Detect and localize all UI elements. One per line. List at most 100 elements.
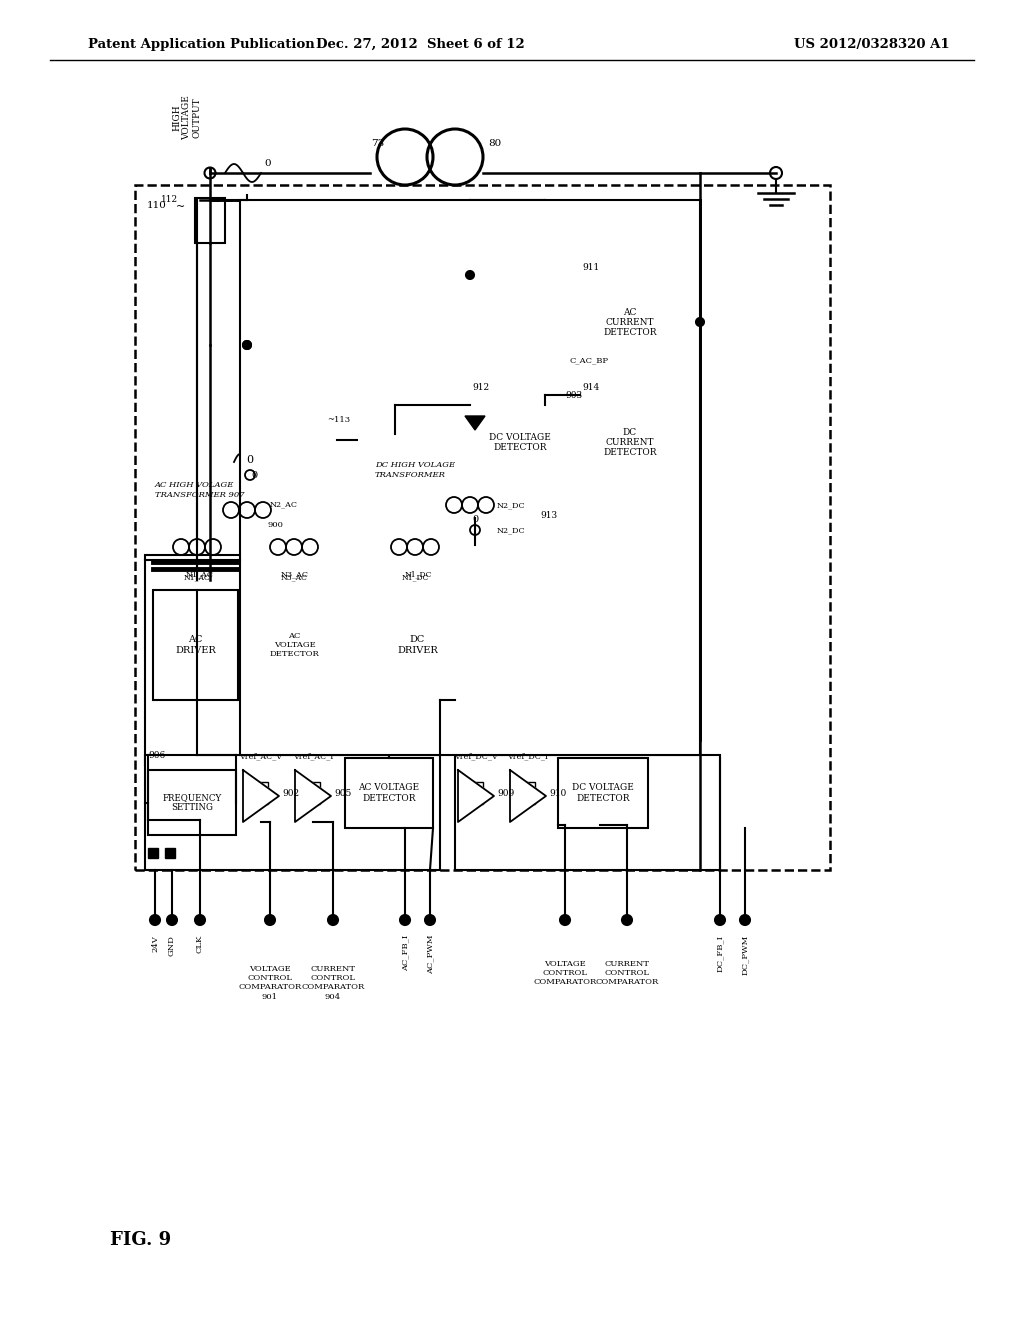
Text: FREQUENCY
SETTING: FREQUENCY SETTING: [163, 793, 221, 812]
Circle shape: [715, 915, 725, 925]
Bar: [357, 422, 395, 447]
Bar: [580, 395, 680, 490]
Bar: [558, 758, 648, 828]
Bar: [302, 781, 319, 804]
Text: 0: 0: [472, 516, 478, 524]
Circle shape: [150, 915, 160, 925]
Text: N1_AC: N1_AC: [183, 573, 210, 581]
Text: N1_DC: N1_DC: [401, 573, 429, 581]
Bar: [455, 755, 720, 870]
Text: 902: 902: [282, 788, 299, 797]
Text: ~: ~: [176, 202, 185, 213]
Text: 913: 913: [540, 511, 557, 520]
Text: AC
CURRENT
DETECTOR: AC CURRENT DETECTOR: [603, 308, 656, 338]
Bar: [465, 781, 483, 804]
Text: DC_PWM: DC_PWM: [741, 935, 749, 975]
Text: ~113: ~113: [327, 416, 350, 424]
Text: 909: 909: [497, 788, 514, 797]
Circle shape: [622, 915, 632, 925]
Text: AC VOLTAGE
DETECTOR: AC VOLTAGE DETECTOR: [358, 783, 420, 803]
Text: 24V: 24V: [151, 935, 159, 952]
Text: 0: 0: [247, 455, 254, 465]
Text: FIG. 9: FIG. 9: [110, 1232, 171, 1249]
Circle shape: [243, 341, 251, 348]
Bar: [517, 781, 535, 804]
Text: 110: 110: [147, 201, 167, 210]
Text: CURRENT
CONTROL
COMPARATOR: CURRENT CONTROL COMPARATOR: [595, 960, 658, 986]
Text: C_AC_BP: C_AC_BP: [570, 356, 609, 364]
Text: 912: 912: [472, 383, 489, 392]
Text: AC
VOLTAGE
DETECTOR: AC VOLTAGE DETECTOR: [269, 632, 319, 659]
Text: Vref_AC_V: Vref_AC_V: [240, 752, 283, 760]
Bar: [250, 781, 268, 804]
Polygon shape: [458, 770, 494, 822]
Text: 0: 0: [264, 158, 271, 168]
Text: N2_AC: N2_AC: [270, 500, 298, 508]
Text: AC HIGH VOLAGE
TRANSFORMER 907: AC HIGH VOLAGE TRANSFORMER 907: [155, 482, 245, 499]
Text: Vref_AC_I: Vref_AC_I: [293, 752, 333, 760]
Text: Vref_DC_V: Vref_DC_V: [455, 752, 498, 760]
Text: CURRENT
CONTROL
COMPARATOR
904: CURRENT CONTROL COMPARATOR 904: [301, 965, 365, 1001]
Text: DC VOLTAGE
DETECTOR: DC VOLTAGE DETECTOR: [489, 433, 551, 453]
Text: DC
CURRENT
DETECTOR: DC CURRENT DETECTOR: [603, 428, 656, 458]
Text: AC_FB_I: AC_FB_I: [401, 935, 409, 972]
Text: DC VOLTAGE
DETECTOR: DC VOLTAGE DETECTOR: [572, 783, 634, 803]
Bar: [153, 590, 238, 700]
Circle shape: [328, 915, 338, 925]
Bar: [148, 847, 158, 858]
Circle shape: [167, 915, 177, 925]
Text: 900: 900: [268, 521, 284, 529]
Text: DC HIGH VOLAGE
TRANSFORMER: DC HIGH VOLAGE TRANSFORMER: [375, 462, 455, 479]
Circle shape: [195, 915, 205, 925]
Text: 906: 906: [148, 751, 165, 760]
Bar: [195, 198, 225, 243]
Text: VOLTAGE
CONTROL
COMPARATOR
901: VOLTAGE CONTROL COMPARATOR 901: [239, 965, 302, 1001]
Bar: [252, 590, 337, 700]
Text: Vref_DC_I: Vref_DC_I: [508, 752, 549, 760]
Polygon shape: [295, 770, 331, 822]
Polygon shape: [510, 770, 546, 822]
Circle shape: [425, 915, 435, 925]
Bar: [240, 201, 700, 755]
Text: N1_AC: N1_AC: [186, 570, 214, 578]
Circle shape: [560, 915, 570, 925]
Text: VOLTAGE
CONTROL
COMPARATOR: VOLTAGE CONTROL COMPARATOR: [534, 960, 597, 986]
Polygon shape: [465, 416, 485, 430]
Text: Dec. 27, 2012  Sheet 6 of 12: Dec. 27, 2012 Sheet 6 of 12: [315, 38, 524, 51]
Text: 910: 910: [549, 788, 566, 797]
Text: 0: 0: [251, 471, 257, 480]
Text: Patent Application Publication: Patent Application Publication: [88, 38, 314, 51]
Text: N2_DC: N2_DC: [497, 525, 525, 535]
Text: CLK: CLK: [196, 935, 204, 953]
Text: US 2012/0328320 A1: US 2012/0328320 A1: [795, 38, 950, 51]
Bar: [148, 770, 236, 836]
Bar: [145, 755, 440, 870]
Text: AC_PWM: AC_PWM: [426, 935, 434, 974]
Circle shape: [265, 915, 275, 925]
Text: N1_DC: N1_DC: [404, 570, 432, 578]
Circle shape: [696, 318, 705, 326]
Text: AC
DRIVER: AC DRIVER: [175, 635, 216, 655]
Circle shape: [466, 271, 474, 279]
Text: 73: 73: [372, 139, 385, 148]
Text: 903: 903: [565, 391, 582, 400]
Bar: [135, 185, 830, 870]
Text: GND: GND: [168, 935, 176, 956]
Circle shape: [243, 341, 251, 348]
Circle shape: [400, 915, 410, 925]
Bar: [345, 758, 433, 828]
Text: N3_AC: N3_AC: [281, 573, 307, 581]
Polygon shape: [243, 770, 279, 822]
Text: 911: 911: [582, 263, 599, 272]
Text: 905: 905: [334, 788, 351, 797]
Text: 914: 914: [582, 383, 599, 392]
Bar: [375, 590, 460, 700]
Text: N3_AC: N3_AC: [281, 570, 309, 578]
Text: N2_DC: N2_DC: [497, 502, 525, 510]
Bar: [165, 847, 175, 858]
Bar: [470, 395, 570, 490]
Text: 80: 80: [488, 139, 502, 148]
Text: DC
DRIVER: DC DRIVER: [397, 635, 438, 655]
Text: HIGH
VOLTAGE
OUTPUT: HIGH VOLTAGE OUTPUT: [172, 95, 202, 140]
Text: DC_FB_I: DC_FB_I: [716, 935, 724, 972]
